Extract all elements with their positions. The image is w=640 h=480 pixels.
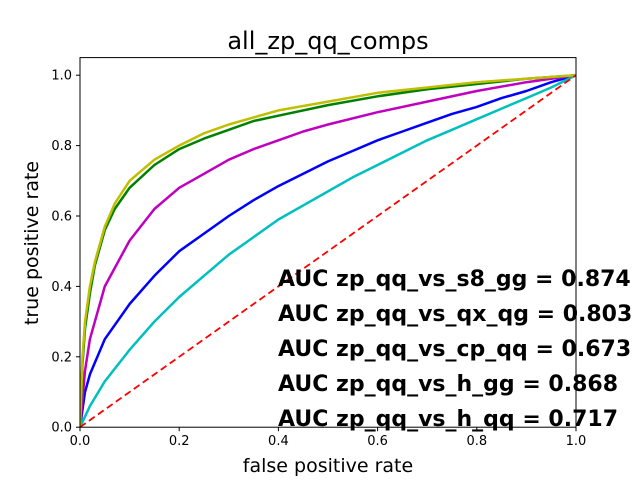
- plot-frame: [79, 57, 577, 428]
- y-tick-label: 0.2: [51, 350, 72, 365]
- series-group: [80, 73, 576, 428]
- auc-annotation: AUC zp_qq_vs_cp_qq = 0.673: [278, 337, 631, 362]
- x-tick-label: 0.0: [70, 434, 91, 449]
- auc-annotation: AUC zp_qq_vs_h_gg = 0.868: [278, 372, 618, 397]
- y-tick-label: 0.8: [51, 139, 72, 154]
- auc-annotation: AUC zp_qq_vs_h_qq = 0.717: [278, 407, 618, 432]
- x-tick-label: 1.0: [566, 434, 587, 449]
- auc-annotation: AUC zp_qq_vs_s8_gg = 0.874: [278, 267, 631, 292]
- y-tick-label: 0.0: [51, 421, 72, 436]
- x-tick-label: 0.6: [367, 434, 388, 449]
- chart-title: all_zp_qq_comps: [227, 27, 428, 55]
- x-tick-label: 0.4: [268, 434, 289, 449]
- x-axis-label: false positive rate: [243, 455, 413, 477]
- y-tick-label: 0.6: [51, 210, 72, 225]
- ticks-group: 0.0 0.2 0.4 0.6 0.8 1.0 0.0 0.2 0.4 0.6 0.8 1.0: [51, 69, 586, 450]
- x-tick-label: 0.2: [169, 434, 190, 449]
- auc-annotation: AUC zp_qq_vs_qx_qg = 0.803: [278, 302, 632, 327]
- x-tick-label: 0.8: [466, 434, 487, 449]
- roc-curve-2: [80, 73, 576, 428]
- y-tick-label: 1.0: [51, 69, 72, 84]
- roc-curve-1: [80, 74, 576, 428]
- annotation-group: AUC zp_qq_vs_s8_gg = 0.874 AUC zp_qq_vs_q…: [278, 267, 632, 432]
- roc-curve-4: [80, 73, 576, 428]
- diagonal-reference-line: [80, 74, 576, 428]
- roc-curve-0: [80, 73, 576, 428]
- y-tick-label: 0.4: [51, 280, 72, 295]
- y-axis-label: true positive rate: [21, 161, 43, 325]
